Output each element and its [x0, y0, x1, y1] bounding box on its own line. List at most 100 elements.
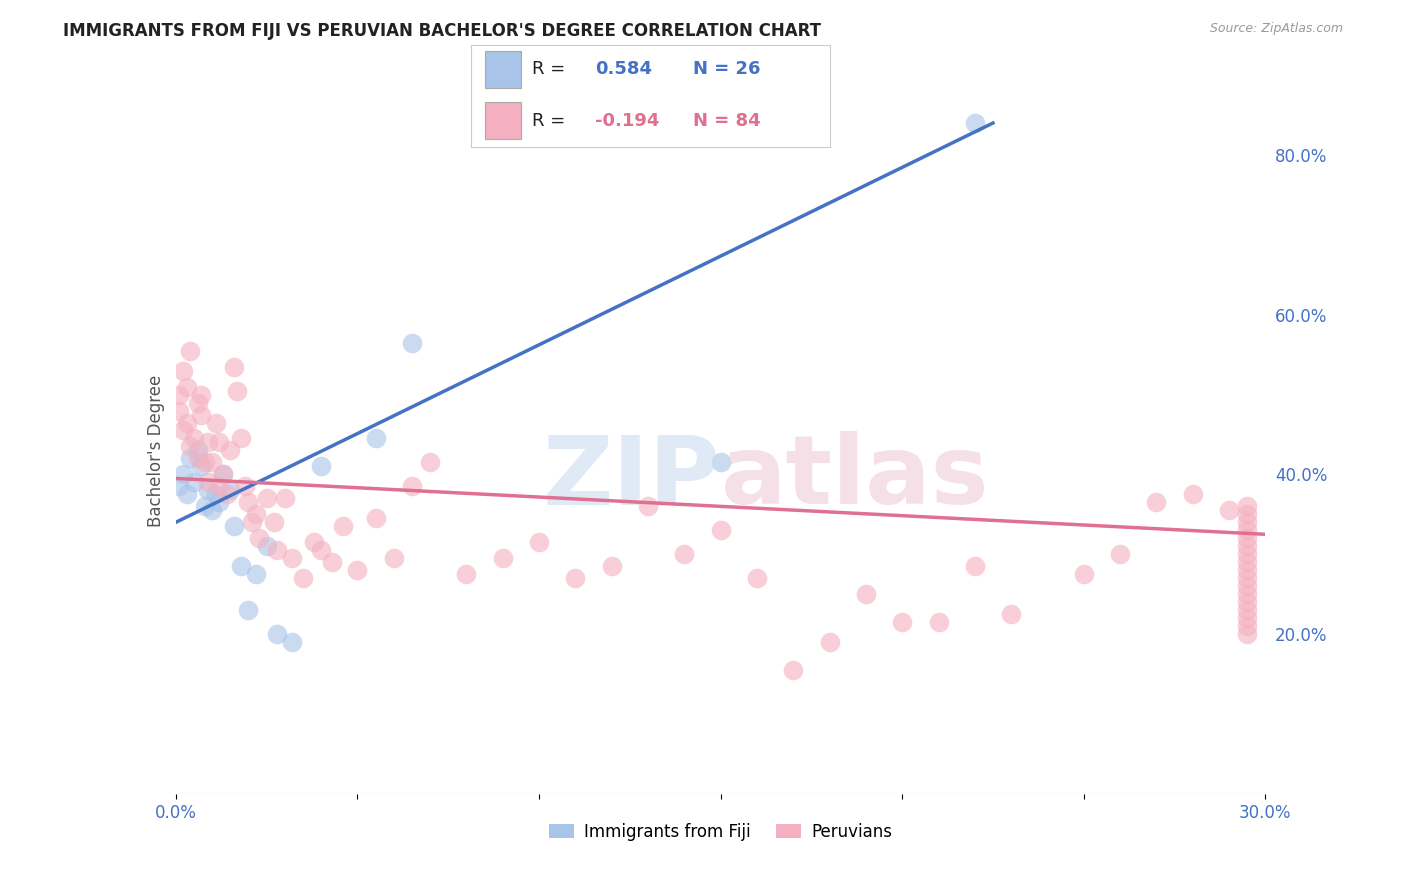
Point	[208, 495, 231, 509]
Y-axis label: Bachelor's Degree: Bachelor's Degree	[146, 375, 165, 526]
Point	[176, 416, 198, 430]
Point	[1236, 619, 1258, 633]
Point	[179, 440, 201, 454]
FancyBboxPatch shape	[485, 102, 522, 139]
Point	[309, 459, 332, 474]
Point	[419, 455, 441, 469]
Point	[963, 559, 986, 574]
Point	[231, 559, 253, 574]
Point	[179, 343, 201, 358]
Point	[1181, 487, 1204, 501]
Point	[782, 663, 804, 677]
Point	[527, 535, 550, 549]
Point	[1236, 563, 1258, 577]
Point	[172, 363, 194, 377]
Point	[1218, 503, 1240, 517]
Point	[256, 539, 278, 553]
Point	[1236, 603, 1258, 617]
Point	[1236, 579, 1258, 593]
Point	[637, 500, 659, 514]
Point	[238, 603, 260, 617]
Point	[219, 443, 242, 458]
Point	[1236, 555, 1258, 569]
Point	[1109, 547, 1132, 561]
Text: atlas: atlas	[721, 432, 990, 524]
Point	[186, 443, 209, 458]
Text: -0.194: -0.194	[595, 112, 659, 129]
Point	[263, 516, 285, 530]
Point	[710, 455, 733, 469]
Point	[745, 571, 768, 585]
Point	[291, 571, 314, 585]
Point	[212, 467, 235, 482]
Point	[302, 535, 325, 549]
Point	[309, 543, 332, 558]
Point	[818, 635, 841, 649]
Point	[274, 491, 297, 506]
Point	[215, 487, 238, 501]
Point	[176, 379, 198, 393]
Point	[1236, 524, 1258, 538]
Point	[1236, 627, 1258, 641]
Point	[201, 455, 224, 469]
Point	[401, 479, 423, 493]
Point	[401, 335, 423, 350]
Point	[1236, 587, 1258, 601]
Point	[1236, 539, 1258, 553]
Text: 0.584: 0.584	[595, 61, 652, 78]
Point	[281, 635, 304, 649]
FancyBboxPatch shape	[485, 51, 522, 87]
Point	[963, 116, 986, 130]
Point	[190, 408, 212, 422]
Point	[169, 479, 191, 493]
Point	[179, 451, 201, 466]
Point	[1236, 508, 1258, 522]
Legend: Immigrants from Fiji, Peruvians: Immigrants from Fiji, Peruvians	[543, 816, 898, 847]
Point	[1073, 567, 1095, 582]
Point	[169, 403, 191, 417]
Point	[891, 615, 914, 630]
Point	[673, 547, 696, 561]
Point	[204, 416, 226, 430]
Point	[364, 432, 387, 446]
Text: ZIP: ZIP	[543, 432, 721, 524]
Point	[222, 519, 245, 533]
Point	[208, 479, 231, 493]
Point	[266, 627, 288, 641]
Point	[332, 519, 354, 533]
Point	[256, 491, 278, 506]
Point	[1146, 495, 1168, 509]
Point	[321, 555, 343, 569]
Point	[1236, 516, 1258, 530]
Point	[190, 387, 212, 401]
Point	[1000, 607, 1022, 622]
Point	[240, 516, 263, 530]
Point	[197, 475, 219, 490]
Point	[346, 563, 368, 577]
Point	[245, 567, 267, 582]
Point	[226, 384, 249, 398]
Point	[1236, 500, 1258, 514]
Text: R =: R =	[531, 61, 571, 78]
Point	[710, 524, 733, 538]
Point	[176, 487, 198, 501]
Point	[382, 551, 405, 566]
Point	[197, 483, 219, 498]
Point	[194, 500, 217, 514]
Point	[172, 467, 194, 482]
Point	[212, 467, 235, 482]
Text: Source: ZipAtlas.com: Source: ZipAtlas.com	[1209, 22, 1343, 36]
Point	[564, 571, 586, 585]
Point	[197, 435, 219, 450]
Point	[456, 567, 478, 582]
Point	[492, 551, 515, 566]
Point	[186, 451, 209, 466]
Point	[172, 424, 194, 438]
Point	[245, 508, 267, 522]
Point	[238, 495, 260, 509]
Point	[186, 395, 209, 409]
Point	[201, 503, 224, 517]
Point	[266, 543, 288, 558]
Point	[204, 487, 226, 501]
Point	[600, 559, 623, 574]
